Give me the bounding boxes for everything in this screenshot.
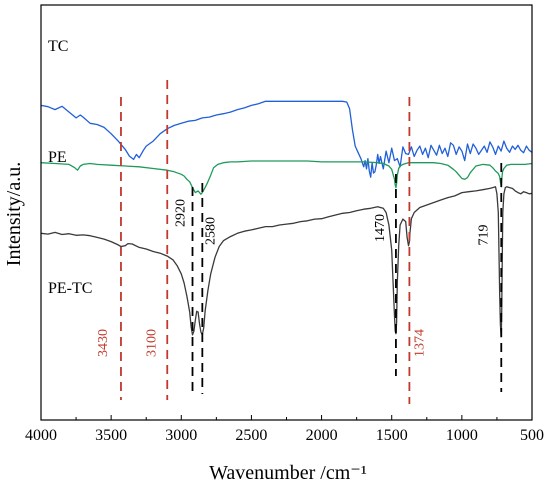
axes: 4000 3500 3000 2500 2000 1500 1000 500 — [25, 4, 544, 444]
plot-frame — [40, 4, 533, 421]
reference-label-2920: 2920 — [174, 199, 189, 227]
series-label-pe: PE — [48, 149, 67, 166]
reference-lines: 3430 3100 2920 2580 1470 1374 719 — [96, 80, 503, 404]
series-line-pe-tc — [40, 186, 533, 338]
plot-area: TC PE PE-TC — [40, 38, 533, 338]
x-axis-label: Wavenumber /cm⁻¹ — [209, 462, 367, 484]
series-line-pe — [40, 160, 533, 195]
x-tick-label: 500 — [520, 427, 544, 444]
y-axis-label: Intensity/a.u. — [3, 162, 25, 266]
x-tick-label: 1000 — [446, 427, 478, 444]
series-label-tc: TC — [48, 38, 68, 55]
reference-label-719: 719 — [476, 225, 491, 246]
x-tick-label: 3000 — [165, 427, 197, 444]
reference-label-1374: 1374 — [412, 329, 427, 357]
reference-label-1470: 1470 — [373, 214, 388, 242]
x-tick-label: 2000 — [306, 427, 338, 444]
reference-label-2580: 2580 — [203, 217, 218, 245]
x-tick-label: 4000 — [25, 427, 57, 444]
reference-label-3430: 3430 — [96, 329, 111, 357]
series-label-pe-tc: PE-TC — [48, 280, 92, 297]
x-tick-label: 3500 — [95, 427, 127, 444]
x-tick-label: 1500 — [376, 427, 408, 444]
series-line-tc — [40, 100, 533, 178]
reference-label-3100: 3100 — [144, 329, 159, 357]
x-tick-label: 2500 — [235, 427, 267, 444]
